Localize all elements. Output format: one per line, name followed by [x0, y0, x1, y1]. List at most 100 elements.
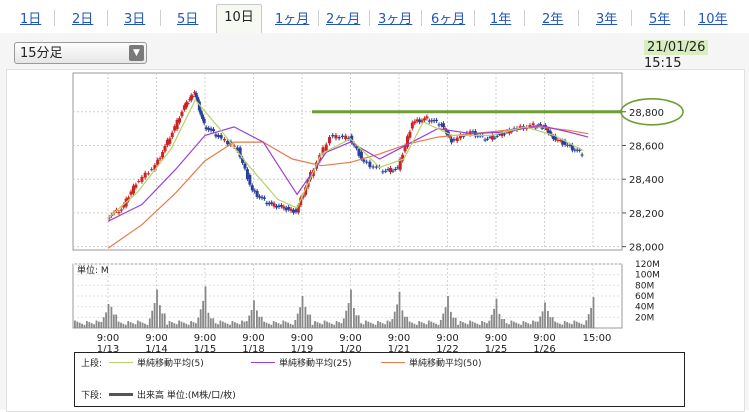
candle-down: [488, 136, 492, 138]
candle-up: [163, 145, 167, 152]
candle-up: [398, 159, 402, 170]
volume-bar: [498, 313, 501, 328]
volume-bar: [141, 322, 144, 328]
volume-bar: [398, 291, 401, 328]
volume-bar: [551, 317, 554, 328]
candle-up: [556, 139, 560, 141]
volume-bar: [326, 321, 328, 328]
candle-down: [430, 120, 434, 122]
candle-up: [158, 158, 162, 160]
volume-bar: [311, 324, 314, 328]
volume-bar: [178, 320, 180, 328]
volume-bar: [556, 322, 559, 328]
volume-bar: [369, 322, 372, 328]
update-date: 21/01/26: [644, 40, 709, 55]
candle-down: [214, 134, 218, 137]
volume-bar: [568, 323, 571, 328]
volume-bar: [452, 317, 455, 328]
time-axis: 9:001/139:001/149:001/159:001/189:001/19…: [97, 333, 612, 355]
candle-down: [452, 139, 456, 141]
candle-down: [359, 151, 363, 159]
volume-bar: [406, 316, 409, 328]
tab-2month[interactable]: 2ヶ月: [326, 12, 361, 27]
price-plot-frame: [72, 72, 623, 251]
candle-down: [243, 163, 247, 169]
candle-down: [194, 92, 198, 98]
moving-average-lines: [107, 98, 589, 249]
volume-bar: [258, 316, 261, 328]
volume-bar: [221, 321, 224, 328]
candle-down: [260, 196, 264, 199]
volume-bar: [76, 321, 79, 328]
volume-bar: [450, 311, 452, 328]
candle-down: [207, 127, 211, 130]
candle-down: [547, 130, 551, 134]
tab-5year[interactable]: 5年: [649, 12, 671, 27]
volume-bar: [437, 324, 440, 328]
candle-down: [241, 157, 245, 163]
candle-down: [495, 135, 499, 137]
candle-up: [140, 176, 144, 182]
tab-1day[interactable]: 1日: [20, 12, 42, 27]
candle-up: [188, 99, 192, 101]
volume-bar: [146, 324, 149, 328]
tab-3year[interactable]: 3年: [596, 12, 618, 27]
candle-down: [435, 119, 439, 121]
dropdown-arrow-icon[interactable]: ▼: [129, 45, 144, 61]
volume-bar: [374, 324, 377, 328]
volume-bar: [204, 286, 207, 328]
volume-bar: [229, 324, 231, 328]
price-tick-label: 28,800: [629, 108, 664, 119]
volume-bar: [338, 322, 340, 328]
update-time: 15:15: [644, 56, 682, 71]
candle-down: [226, 140, 230, 145]
volume-bar: [357, 315, 360, 328]
tab-6month[interactable]: 6ヶ月: [431, 12, 466, 27]
tab-2day[interactable]: 2日: [72, 12, 94, 27]
volume-bar: [117, 321, 120, 328]
candle-down: [570, 144, 574, 151]
tab-divider: [107, 10, 108, 26]
volume-bar: [192, 322, 195, 328]
tab-10day[interactable]: 10日: [216, 4, 262, 34]
volume-bar: [299, 307, 301, 328]
candle-up: [289, 208, 293, 211]
volume-bar: [476, 323, 479, 328]
candle-up: [282, 206, 286, 209]
tab-3day[interactable]: 3日: [124, 12, 146, 27]
volume-bar: [202, 300, 204, 328]
volume-bar: [224, 322, 227, 328]
x-tick-date: 1/25: [485, 344, 507, 355]
tab-1year[interactable]: 1年: [490, 12, 512, 27]
last-update-timestamp: 21/01/26 15:15: [644, 40, 749, 72]
candle-down: [337, 137, 341, 139]
candle-down: [573, 149, 577, 151]
x-tick-date: 1/21: [388, 344, 410, 355]
volume-bar: [457, 324, 459, 328]
volume-bar: [580, 323, 583, 328]
candle-down: [279, 204, 283, 207]
tab-1month[interactable]: 1ヶ月: [275, 12, 310, 27]
volume-bar: [534, 321, 537, 328]
candle-down: [498, 133, 502, 135]
interval-select[interactable]: 15分足 ▼: [14, 42, 147, 64]
volume-bar: [180, 321, 183, 328]
volume-bar: [459, 321, 462, 328]
volume-bar: [226, 323, 229, 328]
candle-up: [403, 145, 407, 152]
volume-bar: [495, 298, 498, 328]
tab-5day[interactable]: 5日: [177, 12, 199, 27]
tab-2year[interactable]: 2年: [542, 12, 564, 27]
candle-up: [324, 144, 328, 151]
tab-3month[interactable]: 3ヶ月: [378, 12, 413, 27]
volume-bar: [403, 316, 406, 328]
candle-up: [458, 134, 462, 139]
candle-down: [393, 168, 397, 170]
tab-10year[interactable]: 10年: [698, 12, 728, 27]
volume-bar: [377, 321, 379, 328]
candle-down: [365, 161, 369, 163]
ma5-line: [107, 98, 584, 219]
candle-up: [327, 137, 331, 144]
candle-down: [381, 171, 385, 173]
